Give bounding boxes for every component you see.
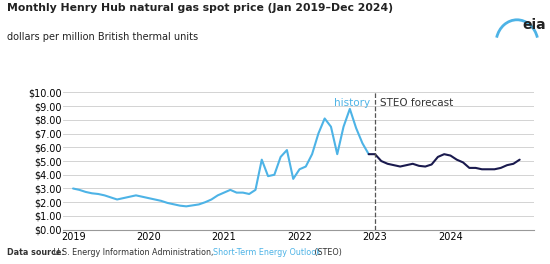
Text: history: history bbox=[334, 98, 370, 108]
Text: Data source:: Data source: bbox=[7, 248, 64, 257]
Text: eia: eia bbox=[522, 18, 546, 32]
Text: STEO forecast: STEO forecast bbox=[380, 98, 454, 108]
Text: dollars per million British thermal units: dollars per million British thermal unit… bbox=[7, 32, 198, 42]
Text: (STEO): (STEO) bbox=[312, 248, 342, 257]
Text: Monthly Henry Hub natural gas spot price (Jan 2019–Dec 2024): Monthly Henry Hub natural gas spot price… bbox=[7, 3, 393, 13]
Text: Short-Term Energy Outlook: Short-Term Energy Outlook bbox=[213, 248, 321, 257]
Text: U.S. Energy Information Administration,: U.S. Energy Information Administration, bbox=[51, 248, 216, 257]
